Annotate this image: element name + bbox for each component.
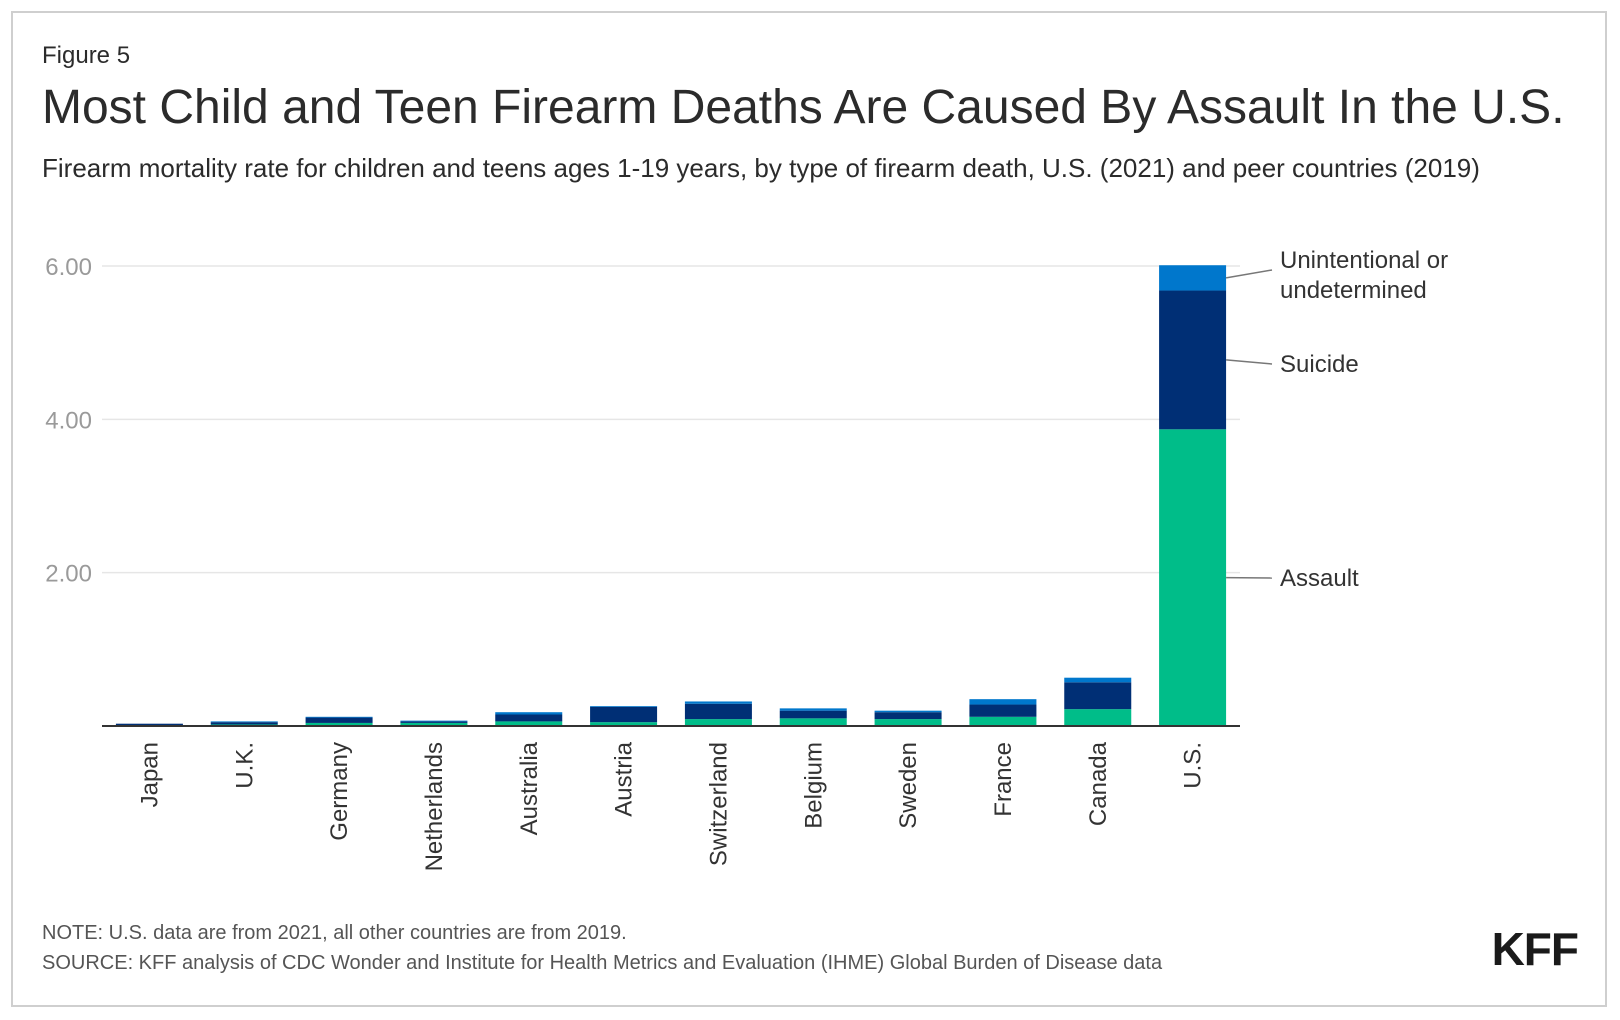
bar-segment	[305, 722, 373, 726]
x-tick-label: Switzerland	[705, 742, 732, 866]
bar-segment	[400, 722, 468, 726]
x-tick-label: Belgium	[800, 742, 827, 829]
figure-frame	[11, 11, 1607, 1007]
bar-segment	[305, 717, 373, 723]
bar-segment	[779, 710, 847, 719]
bar-segment	[969, 704, 1037, 717]
x-tick-label: Japan	[136, 742, 163, 807]
bar-segment	[495, 721, 563, 726]
bar-segment	[779, 708, 847, 711]
figure-label: Figure 5	[42, 42, 131, 69]
series-label: Suicide	[1280, 351, 1359, 378]
bar-segment	[684, 703, 752, 720]
x-tick-label: France	[990, 742, 1017, 817]
y-tick-label: 6.00	[45, 254, 92, 281]
chart-note: NOTE: U.S. data are from 2021, all other…	[42, 922, 627, 944]
bar-segment	[1159, 265, 1227, 291]
leader-line	[1225, 269, 1273, 279]
bar-segment	[400, 720, 468, 722]
bar-segment	[1064, 682, 1132, 710]
bar-segment	[305, 716, 373, 718]
bar-segment	[590, 706, 658, 723]
bar-segment	[1159, 290, 1227, 430]
y-tick-label: 2.00	[45, 561, 92, 588]
x-tick-label: Austria	[611, 741, 638, 816]
bar-segment	[779, 718, 847, 726]
chart-subtitle: Firearm mortality rate for children and …	[42, 153, 1480, 183]
x-tick-label: U.K.	[231, 742, 258, 789]
bar-segment	[874, 719, 942, 726]
leader-line	[1226, 359, 1273, 365]
bar-segment	[1064, 709, 1132, 726]
bar-segment	[210, 721, 278, 723]
bar-segment	[874, 712, 942, 720]
x-tick-label: Sweden	[895, 742, 922, 829]
bar-segment	[590, 706, 658, 707]
x-tick-label: Australia	[516, 741, 543, 835]
x-tick-label: Netherlands	[421, 742, 448, 871]
kff-logo: KFF	[1491, 923, 1579, 975]
bar-segment	[874, 710, 942, 713]
y-tick-label: 4.00	[45, 407, 92, 434]
bar-segment	[969, 716, 1037, 726]
bar-segment	[210, 722, 278, 725]
series-label: Assault	[1280, 565, 1359, 592]
bar-segment	[1159, 429, 1227, 726]
chart-source: SOURCE: KFF analysis of CDC Wonder and I…	[42, 952, 1163, 974]
bar-segment	[115, 723, 183, 726]
bar-segment	[1064, 677, 1132, 683]
bar-segment	[495, 714, 563, 722]
bar-segment	[684, 701, 752, 704]
x-tick-label: Canada	[1085, 741, 1112, 826]
series-label: Unintentional or undetermined	[1280, 247, 1448, 304]
x-tick-label: U.S.	[1180, 742, 1207, 789]
bar-segment	[684, 719, 752, 726]
bar-segment	[969, 699, 1037, 705]
bar-segment	[590, 722, 658, 726]
bar-segment	[400, 721, 468, 723]
x-tick-label: Germany	[326, 742, 353, 841]
chart-title: Most Child and Teen Firearm Deaths Are C…	[42, 81, 1565, 134]
bar-segment	[495, 712, 563, 715]
